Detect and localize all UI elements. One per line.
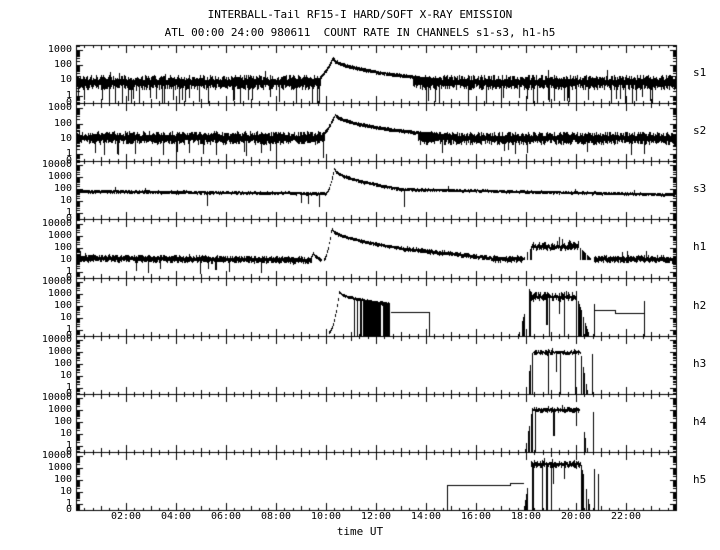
y-tick-label: 10000	[41, 450, 72, 461]
y-tick-label: 100	[53, 358, 72, 369]
y-tick-label: 1	[65, 207, 72, 218]
x-axis-label: time UT	[336, 525, 384, 538]
y-tick-label: 0	[65, 97, 72, 108]
x-tick-label: 06:00	[210, 511, 242, 522]
plot-subtitle: ATL 00:00 24:00 980611 COUNT RATE IN CHA…	[164, 26, 556, 39]
panel-label-h5: h5	[693, 473, 707, 486]
y-tick-label: 1	[65, 498, 72, 509]
y-tick-label: 10	[59, 428, 72, 439]
x-tick-label: 16:00	[460, 511, 492, 522]
y-tick-label: 1	[65, 382, 72, 393]
panel-label-s2: s2	[693, 124, 707, 137]
panel-label-h2: h2	[693, 299, 707, 312]
plot-title: INTERBALL-Tail RF15-I HARD/SOFT X-RAY EM…	[207, 8, 513, 21]
y-tick-label: 10	[59, 312, 72, 323]
y-tick-label: 10	[59, 133, 72, 144]
x-tick-label: 04:00	[160, 511, 192, 522]
y-tick-label: 1000	[47, 102, 72, 113]
y-tick-label: 1000	[47, 462, 72, 473]
panel-label-h4: h4	[693, 415, 707, 428]
y-tick-label: 100	[53, 300, 72, 311]
y-tick-label: 100	[53, 416, 72, 427]
y-tick-label: 0	[65, 504, 72, 515]
panel-label-s3: s3	[693, 182, 707, 195]
y-tick-label: 10	[59, 486, 72, 497]
x-tick-label: 22:00	[610, 511, 642, 522]
x-tick-label: 18:00	[510, 511, 542, 522]
y-tick-label: 100	[53, 118, 72, 129]
y-tick-label: 1000	[47, 171, 72, 182]
y-tick-label: 1000	[47, 288, 72, 299]
x-tick-label: 12:00	[360, 511, 392, 522]
y-tick-label: 10	[59, 74, 72, 85]
x-tick-label: 08:00	[260, 511, 292, 522]
panel-label-s1: s1	[693, 66, 707, 79]
y-tick-label: 10000	[41, 276, 72, 287]
y-tick-label: 10000	[41, 159, 72, 170]
y-tick-label: 10	[59, 254, 72, 265]
y-tick-label: 10000	[41, 334, 72, 345]
y-tick-label: 100	[53, 474, 72, 485]
y-tick-label: 100	[53, 242, 72, 253]
y-tick-label: 1	[65, 90, 72, 101]
y-tick-label: 0	[65, 388, 72, 399]
y-tick-label: 1	[65, 440, 72, 451]
y-tick-label: 10000	[41, 218, 72, 229]
panel-label-h3: h3	[693, 357, 707, 370]
y-tick-label: 0	[65, 213, 72, 224]
y-tick-label: 0	[65, 272, 72, 283]
x-tick-label: 10:00	[310, 511, 342, 522]
y-tick-label: 1	[65, 266, 72, 277]
y-tick-label: 100	[53, 183, 72, 194]
y-tick-label: 0	[65, 446, 72, 457]
panel-label-h1: h1	[693, 240, 707, 253]
y-tick-label: 0	[65, 330, 72, 341]
y-tick-label: 1000	[47, 230, 72, 241]
y-tick-label: 10	[59, 370, 72, 381]
y-tick-label: 10000	[41, 392, 72, 403]
y-tick-label: 1	[65, 324, 72, 335]
y-tick-label: 0	[65, 155, 72, 166]
x-tick-label: 02:00	[110, 511, 142, 522]
y-tick-label: 1	[65, 148, 72, 159]
y-tick-label: 1000	[47, 404, 72, 415]
y-tick-label: 10	[59, 195, 72, 206]
x-tick-label: 14:00	[410, 511, 442, 522]
y-tick-label: 1000	[47, 44, 72, 55]
y-tick-label: 1000	[47, 346, 72, 357]
x-tick-label: 20:00	[560, 511, 592, 522]
y-tick-label: 100	[53, 59, 72, 70]
